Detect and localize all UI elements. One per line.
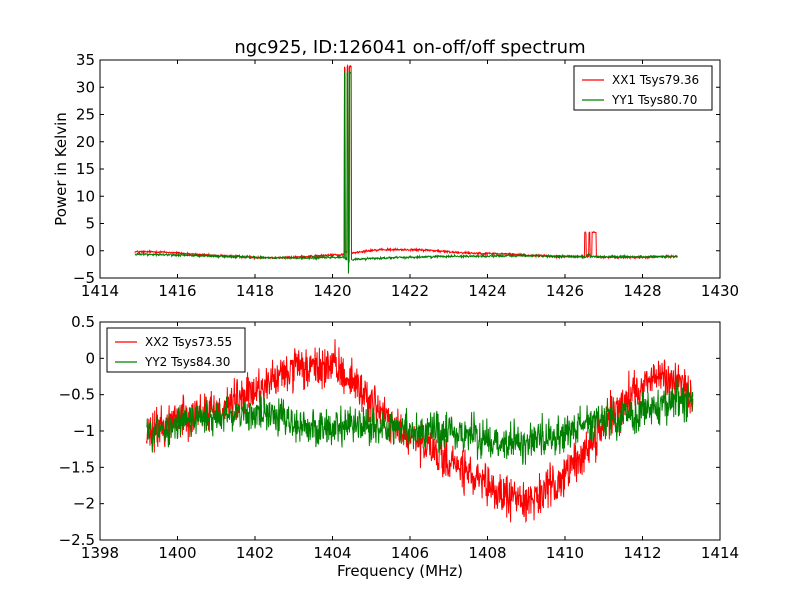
bottom-y-tick-label: 0 bbox=[85, 349, 95, 367]
bottom-y-tick-label: −2.5 bbox=[59, 531, 95, 549]
bottom-legend: XX2 Tsys73.55 YY2 Tsys84.30 bbox=[106, 327, 246, 373]
top-x-tick-label: 1422 bbox=[391, 282, 429, 300]
bottom-x-tick-label: 1398 bbox=[81, 544, 119, 562]
bottom-x-tick-label: 1400 bbox=[158, 544, 196, 562]
bottom-y-tick-label: 0.5 bbox=[71, 313, 95, 331]
top-x-tick-label: 1414 bbox=[81, 282, 119, 300]
top-x-tick-label: 1418 bbox=[236, 282, 274, 300]
bottom-legend-label-1: XX2 Tsys73.55 bbox=[145, 335, 232, 349]
bottom-x-tick-label: 1410 bbox=[546, 544, 584, 562]
top-x-tick-label: 1426 bbox=[546, 282, 584, 300]
top-y-axis-label: Power in Kelvin bbox=[52, 112, 70, 226]
bottom-legend-box bbox=[106, 327, 246, 373]
bottom-x-tick-label: 1412 bbox=[623, 544, 661, 562]
top-legend-label-2: YY1 Tsys80.70 bbox=[611, 93, 697, 107]
top-y-tick-label: 5 bbox=[85, 215, 95, 233]
top-x-tick-label: 1420 bbox=[313, 282, 351, 300]
top-y-tick-label: 35 bbox=[76, 51, 95, 69]
top-x-tick-label: 1428 bbox=[623, 282, 661, 300]
top-y-tick-label: 30 bbox=[76, 78, 95, 96]
top-legend-label-1: XX1 Tsys79.36 bbox=[612, 73, 699, 87]
top-legend: XX1 Tsys79.36 YY1 Tsys80.70 bbox=[573, 65, 713, 111]
top-y-tick-label: 25 bbox=[76, 106, 95, 124]
bottom-x-tick-label: 1406 bbox=[391, 544, 429, 562]
bottom-x-tick-label: 1414 bbox=[701, 544, 739, 562]
bottom-x-tick-label: 1404 bbox=[313, 544, 351, 562]
top-x-tick-label: 1430 bbox=[701, 282, 739, 300]
top-panel: 1414 1416 1418 1420 1422 1424 1426 1428 1430 −5 0 5… bbox=[52, 51, 739, 300]
top-series-2-line bbox=[134, 70, 678, 274]
top-y-tick-label: 15 bbox=[76, 160, 95, 178]
top-y-tick-label: 20 bbox=[76, 133, 95, 151]
bottom-y-tick-label: −1.5 bbox=[59, 458, 95, 476]
bottom-y-tick-label: −2 bbox=[73, 495, 95, 513]
bottom-panel: 1398 1400 1402 1404 1406 1408 1410 1412 1414 −2.5… bbox=[59, 313, 740, 580]
top-y-tick-label: 10 bbox=[76, 187, 95, 205]
bottom-series-2-line bbox=[146, 377, 694, 465]
top-x-tick-label: 1424 bbox=[468, 282, 506, 300]
figure-title: ngc925, ID:126041 on-off/off spectrum bbox=[234, 37, 585, 58]
bottom-y-tick-label: −0.5 bbox=[59, 386, 95, 404]
bottom-y-tick-label: −1 bbox=[73, 422, 95, 440]
bottom-legend-label-2: YY2 Tsys84.30 bbox=[144, 355, 230, 369]
bottom-x-axis-label: Frequency (MHz) bbox=[337, 562, 463, 580]
top-y-tick-label: −5 bbox=[73, 269, 95, 287]
top-x-tick-label: 1416 bbox=[158, 282, 196, 300]
bottom-x-tick-label: 1408 bbox=[468, 544, 506, 562]
top-y-tick-label: 0 bbox=[85, 242, 95, 260]
bottom-x-tick-label: 1402 bbox=[236, 544, 274, 562]
top-legend-box bbox=[573, 65, 713, 111]
